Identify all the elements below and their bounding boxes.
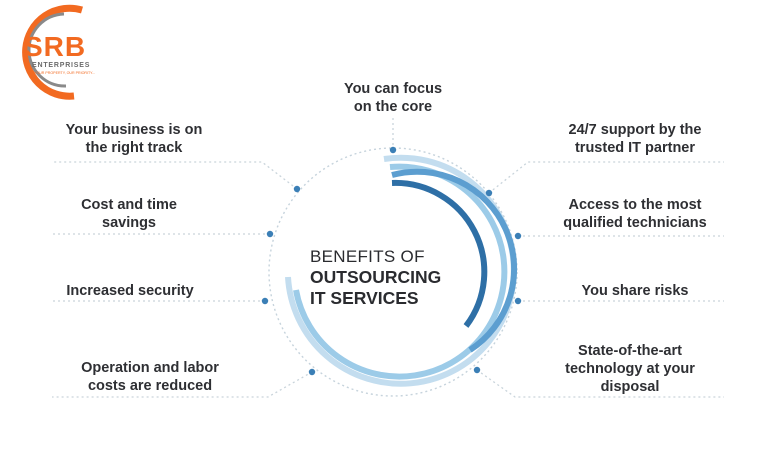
- arc-3: [391, 168, 518, 353]
- benefit-left-4: Operation and labor costs are reduced: [60, 359, 240, 395]
- benefit-line: Your business is on: [65, 122, 203, 138]
- dot-right-2: [514, 232, 522, 240]
- benefit-line: disposal: [600, 379, 660, 395]
- connector-right-1: [488, 161, 724, 194]
- benefit-left-3: Increased security: [44, 282, 216, 300]
- benefit-line: Operation and labor: [81, 360, 219, 376]
- benefit-arcs: [285, 154, 518, 387]
- benefit-line: qualified technicians: [563, 215, 707, 231]
- arc-outer: [285, 154, 517, 387]
- benefit-line: on the core: [353, 99, 433, 115]
- benefit-right-3: You share risks: [560, 282, 710, 300]
- dot-left-3: [261, 297, 269, 305]
- connector-right-4: [476, 369, 724, 398]
- dot-left-4: [308, 368, 316, 376]
- benefit-line: You can focus: [343, 81, 443, 97]
- center-title-line3: IT SERVICES: [310, 288, 419, 308]
- logo-ring-orange: [22, 4, 83, 100]
- connector-left-1: [52, 161, 298, 190]
- benefit-top: You can focus on the core: [313, 80, 473, 116]
- benefit-line: State-of-the-art: [578, 343, 682, 359]
- center-title-line1: BENEFITS OF: [310, 247, 425, 266]
- center-title-line2: OUTSOURCING: [310, 267, 442, 287]
- benefit-line: costs are reduced: [87, 378, 213, 394]
- arc-2: [293, 163, 508, 380]
- arc-inner: [391, 179, 488, 328]
- benefit-line: the right track: [85, 140, 183, 156]
- dot-right-4: [473, 366, 481, 374]
- benefit-line: You share risks: [581, 283, 689, 299]
- benefit-left-1: Your business is on the right track: [44, 121, 224, 157]
- dot-right-1: [485, 189, 493, 197]
- benefit-right-4: State-of-the-art technology at your disp…: [540, 342, 720, 396]
- ring-dots: [261, 146, 522, 376]
- dot-top: [389, 146, 397, 154]
- logo-tagline: YOUR PROPERTY, OUR PRIORITY...: [34, 71, 95, 75]
- logo-subtitle: ENTERPRISES: [32, 62, 90, 69]
- benefit-line: Increased security: [66, 283, 194, 299]
- benefit-line: trusted IT partner: [574, 140, 696, 156]
- logo-ring-gray: [27, 12, 67, 88]
- benefit-right-1: 24/7 support by the trusted IT partner: [540, 121, 730, 157]
- dot-left-2: [266, 230, 274, 238]
- center-title: BENEFITS OF OUTSOURCING IT SERVICES: [310, 246, 490, 309]
- connector-left-4: [52, 371, 313, 398]
- logo-brand: SRB: [24, 31, 86, 62]
- srb-logo: SRB ENTERPRISES YOUR PROPERTY, OUR PRIOR…: [4, 0, 108, 100]
- benefit-line: 24/7 support by the: [568, 122, 702, 138]
- benefit-line: Cost and time: [81, 197, 177, 213]
- dot-right-3: [514, 297, 522, 305]
- benefit-line: technology at your: [565, 361, 695, 377]
- benefit-left-2: Cost and time savings: [44, 196, 214, 232]
- connector-lines: [52, 118, 724, 398]
- benefit-line: Access to the most: [568, 197, 702, 213]
- benefit-line: savings: [102, 215, 156, 231]
- dot-left-1: [293, 185, 301, 193]
- benefit-right-2: Access to the most qualified technicians: [540, 196, 730, 232]
